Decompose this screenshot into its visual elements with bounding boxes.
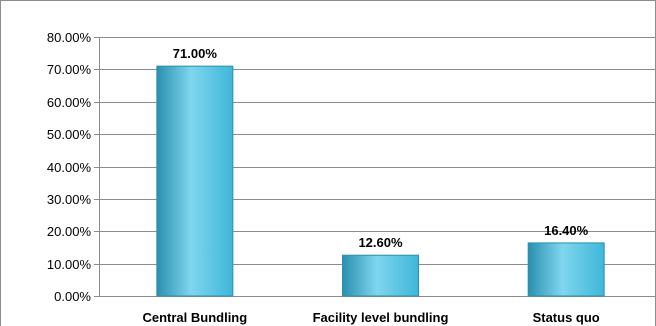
bar [342,254,419,297]
x-axis-tick-labels: Central Bundling Facility level bundling S… [142,310,599,325]
data-label: 12.60% [358,235,403,250]
x-tick-label: Facility level bundling [313,310,449,325]
bars [156,65,605,297]
data-labels: 71.00% 12.60% 16.40% [173,46,589,250]
y-tick-label: 0.00% [54,289,91,304]
y-tick-label: 50.00% [47,127,92,142]
y-axis-tick-labels: 0.00% 10.00% 20.00% 30.00% 40.00% 50.00% 60.00… [47,30,92,304]
y-tick-label: 10.00% [47,257,92,272]
y-tick-label: 20.00% [47,224,92,239]
bar [527,242,605,297]
data-label: 71.00% [173,46,218,61]
x-tick-label: Central Bundling [142,310,247,325]
x-tick-label: Status quo [533,310,600,325]
y-tick-label: 30.00% [47,192,92,207]
y-tick-label: 60.00% [47,95,92,110]
y-tick-label: 70.00% [47,62,92,77]
y-tick-label: 40.00% [47,160,92,175]
bar [156,65,234,297]
data-label: 16.40% [544,223,589,238]
y-tick-label: 80.00% [47,30,92,45]
